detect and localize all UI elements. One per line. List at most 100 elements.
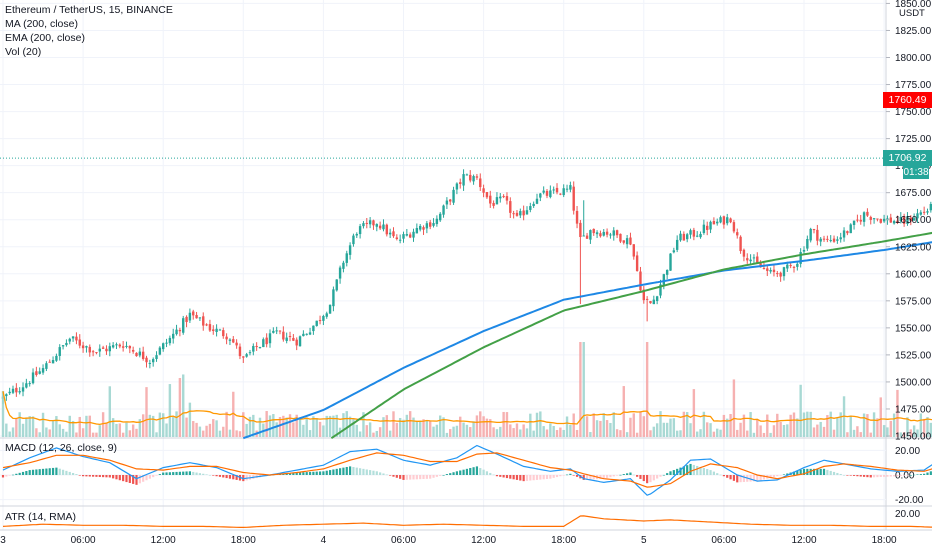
macd-histogram-bar xyxy=(575,475,579,477)
macd-histogram-bar xyxy=(509,475,512,479)
macd-histogram-bar xyxy=(105,475,108,478)
macd-histogram-bar xyxy=(429,475,432,479)
macd-histogram-bar xyxy=(345,467,348,475)
macd-histogram-bar xyxy=(285,473,288,475)
macd-histogram-bar xyxy=(218,475,222,477)
macd-histogram-bar xyxy=(522,475,525,482)
ema-indicator-label[interactable]: EMA (200, close) xyxy=(5,32,85,44)
volume-bar xyxy=(635,432,639,437)
volume-bar xyxy=(602,413,605,437)
macd-histogram-bar xyxy=(349,466,352,475)
macd-histogram-bar xyxy=(532,475,535,481)
volume-bar xyxy=(145,387,148,437)
macd-histogram-bar xyxy=(736,475,739,483)
macd-histogram-bar xyxy=(205,474,208,475)
candle-body xyxy=(659,284,662,296)
volume-bar xyxy=(615,429,619,437)
candle-body xyxy=(105,348,108,352)
volume-bar xyxy=(495,429,499,437)
volume-bar xyxy=(435,424,439,437)
volume-bar xyxy=(739,422,742,437)
candle-body xyxy=(432,223,435,226)
macd-histogram-bar xyxy=(822,468,826,475)
macd-histogram-bar xyxy=(98,475,101,477)
candle-body xyxy=(41,368,45,373)
volume-ma-line xyxy=(2,391,932,426)
macd-histogram-bar xyxy=(58,468,61,475)
atr-pane-title[interactable]: ATR (14, RMA) xyxy=(5,511,76,523)
macd-histogram-bar xyxy=(312,471,315,475)
volume-bar xyxy=(509,424,512,437)
volume-bar xyxy=(692,389,696,437)
candle-body xyxy=(65,342,68,346)
candle-body xyxy=(205,324,208,326)
macd-histogram-bar xyxy=(612,475,615,477)
candle-body xyxy=(305,333,308,335)
volume-bar xyxy=(328,415,332,437)
volume-bar xyxy=(235,430,238,437)
macd-histogram-bar xyxy=(802,468,806,475)
macd-histogram-bar xyxy=(883,475,886,477)
macd-histogram-bar xyxy=(415,475,418,480)
volume-bar xyxy=(649,430,652,437)
macd-histogram-bar xyxy=(152,475,155,478)
macd-signal-line xyxy=(2,452,932,488)
volume-bar xyxy=(302,424,305,437)
macd-histogram-bar xyxy=(459,470,462,475)
macd-histogram-bar xyxy=(762,475,766,480)
volume-bar xyxy=(856,426,859,437)
macd-histogram-bar xyxy=(876,475,879,478)
candle-body xyxy=(402,234,405,239)
macd-histogram-bar xyxy=(295,472,298,475)
macd-histogram-bar xyxy=(122,475,125,482)
macd-histogram-bar xyxy=(399,475,402,479)
macd-histogram-bar xyxy=(702,468,705,475)
candle-body xyxy=(876,218,879,220)
volume-bar xyxy=(322,425,325,437)
macd-histogram-bar xyxy=(382,473,385,475)
ma-indicator-label[interactable]: MA (200, close) xyxy=(5,18,78,30)
volume-bar xyxy=(151,415,155,437)
volume-bar xyxy=(499,426,502,437)
volume-bar xyxy=(462,422,465,437)
macd-histogram-bar xyxy=(676,468,679,475)
candle-body xyxy=(679,233,682,241)
candle-body xyxy=(669,253,672,271)
candle-body xyxy=(889,217,892,223)
macd-pane-title[interactable]: MACD (12, 26, close, 9) xyxy=(5,442,118,454)
macd-histogram-bar xyxy=(475,466,479,475)
macd-histogram-bar xyxy=(372,470,375,475)
volume-bar xyxy=(562,429,565,437)
candle-body xyxy=(418,225,422,230)
candle-body xyxy=(749,259,752,262)
volume-bar xyxy=(552,425,555,437)
volume-indicator-label[interactable]: Vol (20) xyxy=(5,46,42,58)
volume-bar xyxy=(806,411,809,437)
macd-histogram-bar xyxy=(155,475,158,476)
volume-bar xyxy=(141,414,145,437)
candle-body xyxy=(158,347,162,355)
macd-histogram-bar xyxy=(192,471,195,475)
volume-bar xyxy=(645,342,649,437)
macd-histogram-bar xyxy=(696,465,699,475)
volume-bar xyxy=(212,419,215,437)
volume-bar xyxy=(358,431,362,437)
candle-body xyxy=(272,330,275,333)
volume-bar xyxy=(225,411,228,437)
volume-bar xyxy=(188,402,192,437)
candle-body xyxy=(896,220,899,223)
macd-histogram-bar xyxy=(215,475,218,477)
macd-histogram-bar xyxy=(288,473,292,475)
candle-body xyxy=(98,348,101,352)
price-tick-label: 1475.00 xyxy=(895,404,932,415)
volume-bar xyxy=(732,379,736,437)
price-tick-label: 1450.00 xyxy=(895,432,932,443)
candle-body xyxy=(45,363,48,369)
volume-bar xyxy=(799,384,802,437)
candle-body xyxy=(292,337,295,341)
macd-histogram-bar xyxy=(125,475,128,483)
symbol-title[interactable]: Ethereum / TetherUS, 15, BINANCE xyxy=(5,4,173,16)
candle-body xyxy=(769,269,772,272)
